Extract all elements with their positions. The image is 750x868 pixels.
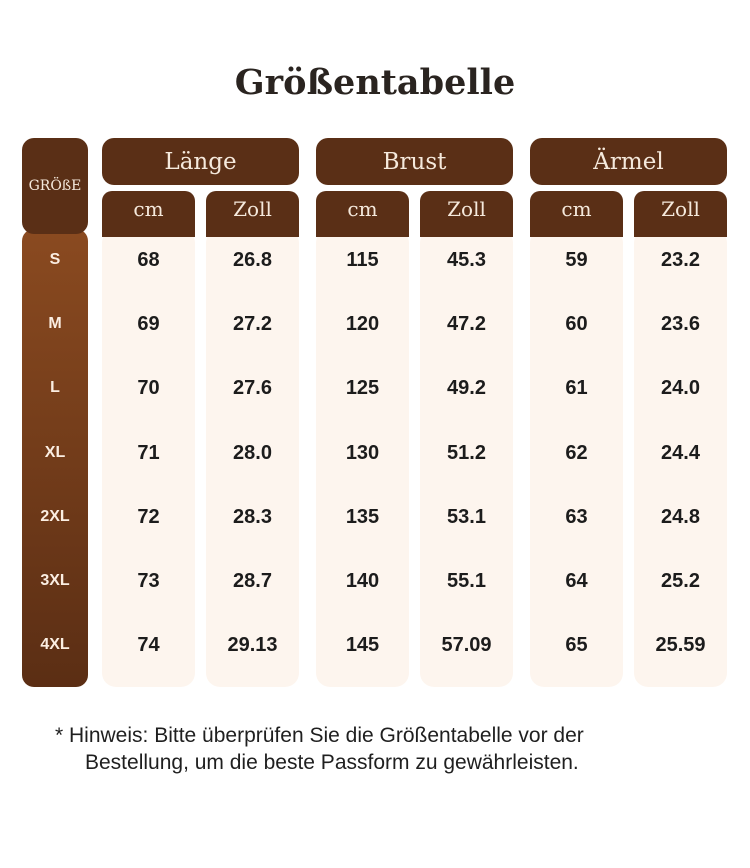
table-cell: 68 bbox=[137, 249, 160, 271]
table-cell: 27.6 bbox=[233, 377, 272, 399]
table-cell: 70 bbox=[137, 377, 160, 399]
table-cell: 24.8 bbox=[661, 506, 700, 528]
value-column bbox=[316, 229, 409, 687]
size-header: GRÖßE bbox=[22, 138, 88, 234]
unit-header: Zoll bbox=[206, 191, 299, 237]
table-cell: 60 bbox=[565, 313, 588, 335]
table-cell: 27.2 bbox=[233, 313, 272, 335]
value-column bbox=[634, 229, 727, 687]
table-cell: 28.7 bbox=[233, 570, 272, 592]
table-cell: 28.0 bbox=[233, 442, 272, 464]
table-cell: 45.3 bbox=[447, 249, 486, 271]
value-column bbox=[206, 229, 299, 687]
table-cell: 25.59 bbox=[655, 634, 706, 656]
table-cell: 57.09 bbox=[441, 634, 492, 656]
unit-header: cm bbox=[102, 191, 195, 237]
unit-header: Zoll bbox=[420, 191, 513, 237]
value-column bbox=[530, 229, 623, 687]
table-cell: 47.2 bbox=[447, 313, 486, 335]
page-title: Größentabelle bbox=[234, 62, 516, 103]
size-label: 3XL bbox=[40, 572, 70, 589]
table-cell: 69 bbox=[137, 313, 160, 335]
size-label: L bbox=[50, 379, 60, 396]
table-cell: 64 bbox=[565, 570, 588, 592]
table-cell: 135 bbox=[345, 506, 380, 528]
group-header-2: Ärmel bbox=[530, 138, 727, 185]
table-cell: 62 bbox=[565, 442, 588, 464]
value-column bbox=[102, 229, 195, 687]
table-cell: 63 bbox=[565, 506, 588, 528]
group-header-1: Brust bbox=[316, 138, 513, 185]
table-cell: 59 bbox=[565, 249, 588, 271]
unit-header: Zoll bbox=[634, 191, 727, 237]
table-cell: 51.2 bbox=[447, 442, 486, 464]
table-cell: 55.1 bbox=[447, 570, 486, 592]
unit-header: cm bbox=[530, 191, 623, 237]
size-column bbox=[22, 229, 88, 687]
table-cell: 125 bbox=[345, 377, 380, 399]
table-cell: 130 bbox=[345, 442, 380, 464]
table-cell: 120 bbox=[345, 313, 380, 335]
table-cell: 71 bbox=[137, 442, 160, 464]
table-cell: 26.8 bbox=[233, 249, 272, 271]
value-column bbox=[420, 229, 513, 687]
table-cell: 65 bbox=[565, 634, 588, 656]
table-cell: 24.0 bbox=[661, 377, 700, 399]
unit-header: cm bbox=[316, 191, 409, 237]
note: * Hinweis: Bitte überprüfen Sie die Größ… bbox=[55, 722, 735, 776]
table-cell: 115 bbox=[346, 249, 379, 271]
size-label: 4XL bbox=[40, 636, 70, 653]
table-cell: 74 bbox=[137, 634, 160, 656]
table-cell: 73 bbox=[137, 570, 160, 592]
table-cell: 29.13 bbox=[227, 634, 278, 656]
table-cell: 23.6 bbox=[661, 313, 700, 335]
group-header-0: Länge bbox=[102, 138, 299, 185]
size-label: XL bbox=[44, 444, 66, 461]
table-cell: 25.2 bbox=[661, 570, 700, 592]
table-cell: 145 bbox=[345, 634, 380, 656]
table-cell: 49.2 bbox=[447, 377, 486, 399]
table-cell: 28.3 bbox=[233, 506, 272, 528]
note-line-2: Bestellung, um die beste Passform zu gew… bbox=[85, 751, 579, 774]
table-cell: 23.2 bbox=[661, 249, 700, 271]
note-line-1: * Hinweis: Bitte überprüfen Sie die Größ… bbox=[55, 724, 584, 747]
table-cell: 53.1 bbox=[447, 506, 486, 528]
size-label: S bbox=[49, 251, 61, 268]
table-cell: 140 bbox=[345, 570, 380, 592]
size-label: M bbox=[48, 315, 62, 332]
table-cell: 24.4 bbox=[661, 442, 700, 464]
table-cell: 61 bbox=[565, 377, 588, 399]
size-label: 2XL bbox=[40, 508, 70, 525]
table-cell: 72 bbox=[137, 506, 160, 528]
